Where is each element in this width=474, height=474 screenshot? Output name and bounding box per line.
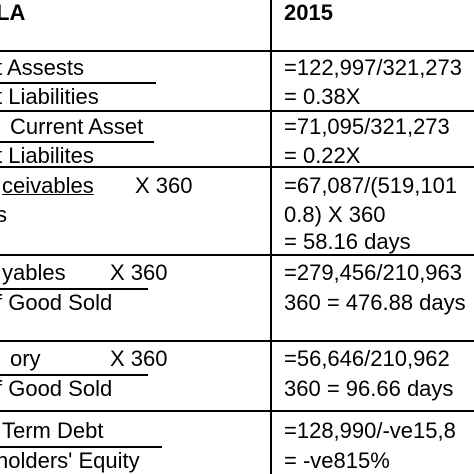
row1-result: = 0.38X — [284, 84, 361, 109]
row3-numerator: ceivables — [2, 173, 94, 198]
row6-calculation: =128,990/-ve15,8 — [284, 418, 456, 443]
row1-numerator: t Assests — [0, 55, 85, 80]
row1-calculation: =122,997/321,273 — [284, 55, 463, 80]
fraction-bar — [0, 141, 154, 143]
row-divider — [0, 166, 474, 168]
row2-numerator: Current Asset — [10, 114, 144, 139]
row6-result: = -ve815% — [284, 448, 390, 473]
row4-result: 360 = 476.88 days — [284, 290, 466, 315]
column-divider — [270, 0, 272, 474]
row6-denominator: holders' Equity — [0, 448, 140, 473]
header-year: 2015 — [284, 0, 333, 25]
fraction-bar — [0, 446, 162, 448]
row3-calculation-cont: 0.8) X 360 — [284, 202, 386, 227]
row3-multiplier: X 360 — [135, 173, 193, 198]
fraction-bar — [0, 82, 156, 84]
row2-result: = 0.22X — [284, 143, 361, 168]
row6-numerator: Term Debt — [2, 418, 104, 443]
row2-denominator: t Liabilites — [0, 143, 94, 168]
header-left: LA — [0, 0, 26, 25]
row-divider — [0, 50, 474, 52]
row5-result: 360 = 96.66 days — [284, 376, 454, 401]
row4-denominator: f Good Sold — [0, 290, 113, 315]
row-divider — [0, 110, 474, 112]
row2-calculation: =71,095/321,273 — [284, 114, 450, 139]
row5-denominator: f Good Sold — [0, 376, 113, 401]
row4-calculation: =279,456/210,963 — [284, 260, 463, 285]
fraction-bar — [0, 288, 148, 290]
row4-multiplier: X 360 — [110, 260, 168, 285]
row3-result: = 58.16 days — [284, 229, 411, 254]
fraction-bar — [0, 374, 148, 376]
row3-denominator: s — [0, 202, 7, 227]
row-divider — [0, 410, 474, 412]
row3-calculation: =67,087/(519,101 — [284, 173, 458, 198]
row5-calculation: =56,646/210,962 — [284, 346, 450, 371]
row1-denominator: t Liabilities — [0, 84, 99, 109]
row-divider — [0, 340, 474, 342]
row5-numerator: ory — [10, 346, 41, 371]
row4-numerator: yables — [2, 260, 66, 285]
row5-multiplier: X 360 — [110, 346, 168, 371]
row-divider — [0, 254, 474, 256]
